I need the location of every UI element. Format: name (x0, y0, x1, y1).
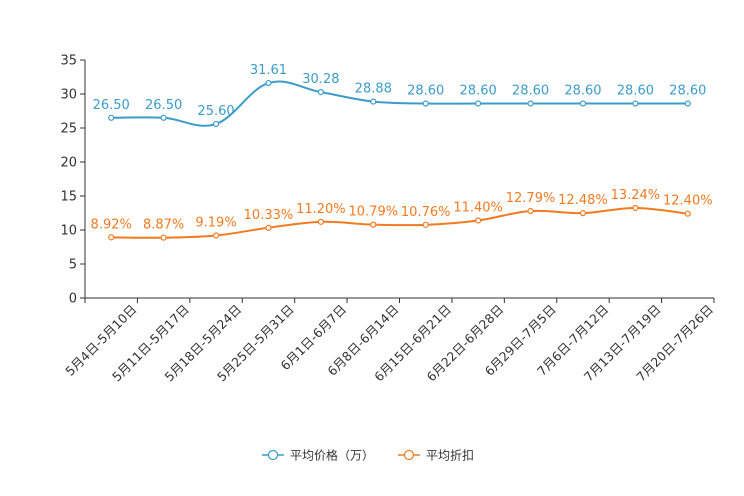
chart-legend[interactable]: 平均价格（万） 平均折扣 (262, 448, 474, 463)
data-label: 28.60 (669, 84, 706, 99)
data-point[interactable] (475, 217, 482, 224)
y-tick-label: 0 (69, 292, 77, 307)
data-point[interactable] (475, 100, 482, 107)
data-point[interactable] (370, 98, 377, 105)
data-point[interactable] (317, 88, 324, 96)
data-point[interactable] (370, 221, 377, 228)
data-label: 28.60 (617, 84, 654, 99)
y-tick-label: 15 (60, 190, 77, 205)
data-label: 26.50 (145, 98, 182, 113)
data-label: 10.76% (401, 205, 451, 220)
y-tick-label: 5 (69, 258, 77, 273)
y-axis-ticks: 0 5 10 15 20 25 30 35 (60, 54, 85, 307)
chart-series: 26.50 26.50 25.60 31.61 30.28 28.88 28.60 28.60… (91, 63, 713, 241)
data-point[interactable] (422, 100, 429, 107)
data-point[interactable] (579, 210, 587, 217)
data-point[interactable] (160, 234, 167, 241)
series-average-discount: 8.92% 8.87% 9.19%10.33% 11.20% 10.79% 10.76% 1… (91, 188, 713, 241)
data-label: 28.88 (355, 82, 392, 97)
data-label: 11.40% (453, 200, 503, 215)
data-point[interactable] (684, 210, 691, 217)
data-point[interactable] (317, 218, 324, 225)
data-label: 8.92% (91, 217, 132, 232)
y-tick-label: 25 (60, 122, 77, 137)
data-point[interactable] (684, 100, 691, 107)
data-point[interactable] (265, 79, 272, 87)
data-label: 30.28 (302, 72, 339, 87)
data-label: 10.33% (244, 208, 294, 223)
data-point[interactable] (265, 224, 272, 231)
y-tick-label: 30 (60, 88, 77, 103)
data-label: 8.87% (143, 218, 184, 233)
data-point[interactable] (212, 120, 220, 128)
data-label: 9.19% (195, 216, 236, 231)
y-tick-label: 35 (60, 54, 77, 69)
data-point[interactable] (632, 100, 639, 107)
legend-label: 平均折扣 (426, 448, 474, 463)
data-label: 12.40% (663, 194, 713, 209)
data-point[interactable] (527, 207, 534, 215)
y-tick-label: 20 (60, 156, 77, 171)
legend-label: 平均价格（万） (290, 448, 374, 463)
y-tick-label: 10 (60, 224, 77, 239)
data-label: 12.48% (558, 193, 608, 208)
data-label: 10.79% (349, 205, 399, 220)
legend-marker-icon (403, 449, 415, 461)
data-point[interactable] (212, 232, 220, 239)
data-label: 28.60 (407, 84, 444, 99)
series-line (111, 80, 688, 127)
legend-item-average-discount[interactable]: 平均折扣 (398, 448, 474, 463)
data-label: 28.60 (564, 84, 601, 99)
data-label: 25.60 (197, 104, 234, 119)
series-line (111, 206, 688, 239)
data-point[interactable] (108, 234, 115, 241)
legend-item-average-price[interactable]: 平均价格（万） (262, 448, 374, 463)
data-label: 12.79% (506, 191, 556, 206)
data-point[interactable] (108, 114, 115, 121)
data-label: 11.20% (296, 202, 346, 217)
data-label: 13.24% (611, 188, 661, 203)
data-label: 28.60 (512, 84, 549, 99)
data-point[interactable] (632, 204, 639, 212)
data-label: 28.60 (460, 84, 497, 99)
x-axis-ticks: 5月4日-5月10日5月11日-5月17日5月18日-5月24日5月25日-5月… (62, 298, 716, 384)
legend-marker-icon (267, 449, 279, 461)
data-label: 26.50 (93, 98, 130, 113)
data-point[interactable] (579, 100, 587, 107)
data-label: 31.61 (250, 63, 287, 78)
data-point[interactable] (422, 221, 429, 228)
series-average-price: 26.50 26.50 25.60 31.61 30.28 28.88 28.60 28.60… (93, 63, 706, 128)
data-point[interactable] (160, 114, 167, 121)
data-point[interactable] (527, 100, 534, 107)
